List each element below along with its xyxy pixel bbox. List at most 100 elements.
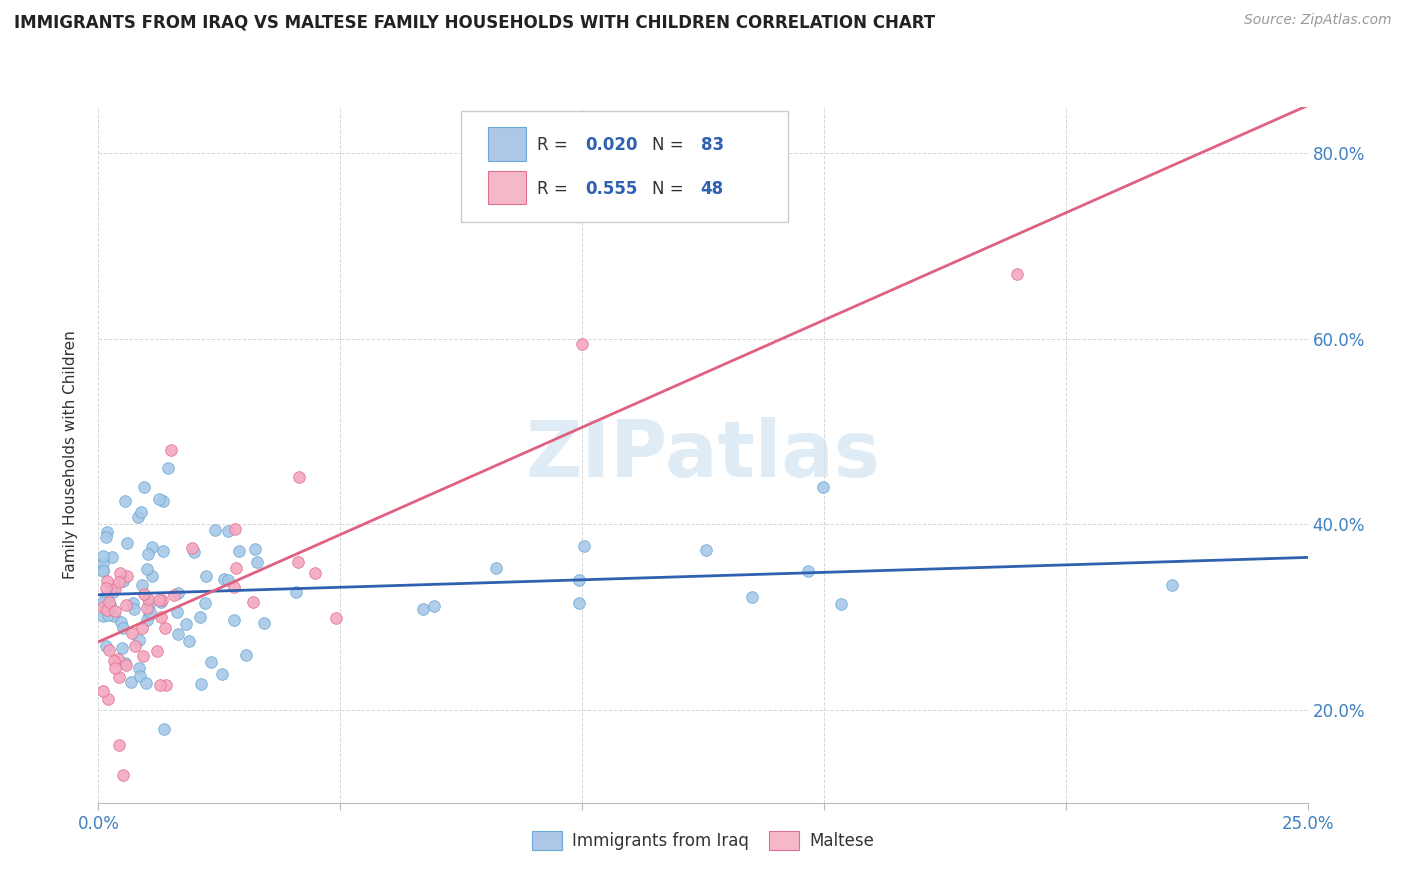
Point [127, 510, 149, 524]
Point [91, 563, 114, 577]
Point [224, 522, 246, 536]
Point [111, 621, 134, 635]
Point [153, 621, 176, 635]
Point [224, 613, 246, 627]
Point [243, 542, 266, 557]
Text: R =: R = [537, 136, 574, 154]
FancyBboxPatch shape [488, 128, 526, 161]
Point [96, 574, 118, 588]
Point [103, 582, 125, 597]
Point [138, 597, 160, 611]
Point [811, 479, 834, 493]
Point [285, 584, 308, 599]
Point [97, 691, 120, 706]
Point [235, 648, 257, 662]
Point [115, 568, 138, 582]
Point [145, 644, 167, 658]
Point [94, 530, 117, 544]
Point [183, 544, 205, 558]
Point [211, 667, 233, 681]
Point [141, 569, 163, 583]
Point [97, 594, 120, 608]
Point [228, 544, 250, 558]
Point [288, 470, 311, 484]
Text: R =: R = [537, 180, 574, 198]
Point [128, 661, 150, 675]
Point [94, 582, 117, 596]
Point [163, 588, 186, 602]
Point [91, 564, 114, 578]
Point [138, 591, 160, 606]
Y-axis label: Family Households with Children: Family Households with Children [63, 331, 77, 579]
Point [91, 595, 114, 609]
Point [1007, 267, 1029, 281]
Point [568, 596, 591, 610]
Text: 83: 83 [700, 136, 724, 154]
Point [114, 657, 136, 672]
Point [148, 492, 170, 507]
Text: ZIPatlas: ZIPatlas [526, 417, 880, 493]
Point [111, 641, 134, 656]
Point [122, 596, 145, 610]
Point [152, 494, 174, 508]
Point [111, 768, 134, 782]
Point [108, 670, 131, 684]
Point [242, 595, 264, 609]
Point [115, 598, 138, 612]
Point [574, 539, 596, 553]
Point [253, 615, 276, 630]
Point [568, 574, 591, 588]
Point [114, 657, 136, 671]
Point [101, 584, 124, 599]
Point [114, 494, 136, 508]
Point [485, 561, 508, 575]
Point [124, 639, 146, 653]
Point [128, 633, 150, 648]
Point [98, 643, 121, 657]
Point [695, 542, 717, 557]
Point [225, 560, 247, 574]
Point [190, 677, 212, 691]
Point [181, 541, 204, 556]
Point [98, 598, 121, 612]
Point [141, 540, 163, 554]
Point [120, 674, 142, 689]
Point [134, 587, 156, 601]
Point [796, 564, 818, 578]
Point [122, 601, 145, 615]
Point [96, 603, 118, 617]
Point [741, 590, 763, 604]
Point [101, 550, 124, 565]
Point [150, 593, 173, 607]
Point [174, 616, 197, 631]
Point [325, 611, 347, 625]
Point [111, 574, 134, 589]
Point [91, 600, 114, 615]
Point [131, 577, 153, 591]
Point [103, 609, 125, 624]
Point [139, 605, 162, 619]
Point [204, 524, 226, 538]
Point [131, 621, 153, 635]
FancyBboxPatch shape [461, 111, 787, 222]
Text: N =: N = [652, 136, 689, 154]
Point [91, 549, 114, 563]
Text: Source: ZipAtlas.com: Source: ZipAtlas.com [1244, 13, 1392, 28]
Point [167, 585, 190, 599]
Point [91, 684, 114, 698]
Legend: Immigrants from Iraq, Maltese: Immigrants from Iraq, Maltese [526, 824, 880, 857]
Point [104, 604, 127, 618]
Point [177, 633, 200, 648]
Point [96, 639, 118, 653]
Point [412, 602, 434, 616]
Point [571, 336, 593, 351]
Text: 0.020: 0.020 [586, 136, 638, 154]
Point [94, 589, 117, 603]
Point [217, 573, 239, 587]
Point [148, 592, 170, 607]
Point [136, 547, 159, 561]
Point [108, 566, 131, 580]
Point [1161, 578, 1184, 592]
Point [166, 605, 188, 619]
Point [194, 596, 217, 610]
